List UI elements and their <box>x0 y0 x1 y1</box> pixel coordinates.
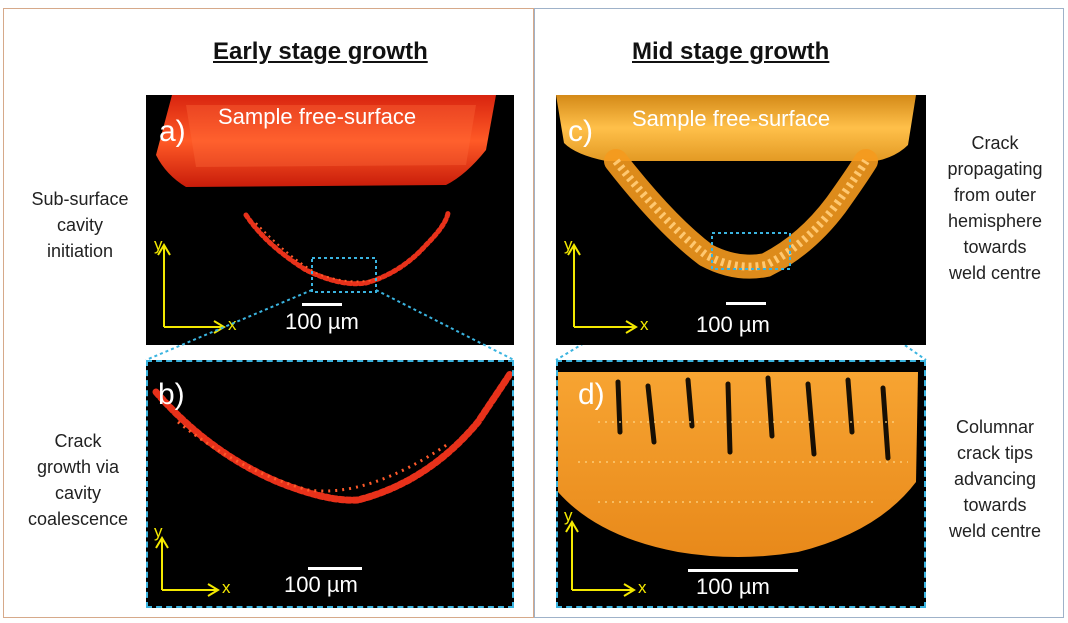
label-line: advancing <box>953 469 1037 489</box>
label-line: coalescence <box>27 509 129 529</box>
y-axis-label: y <box>154 235 163 254</box>
zoom-region-box <box>311 257 377 293</box>
label-line: weld centre <box>948 263 1042 283</box>
panel-d-graphic <box>558 372 918 597</box>
y-axis-label: y <box>564 235 573 254</box>
y-axis-label: y <box>154 522 163 541</box>
panel-a-image: Sample free-surface a) 100 µm y x <box>146 95 514 345</box>
label-crack-growth-coalescence: Crack growth via cavity coalescence <box>16 428 140 532</box>
columnar-tips <box>615 375 891 461</box>
label-line: cavity <box>54 483 101 503</box>
y-axis-label: y <box>564 506 573 525</box>
scale-bar <box>726 302 766 305</box>
label-line: crack tips <box>956 443 1034 463</box>
label-line: Sub-surface <box>31 189 129 209</box>
scale-bar-label: 100 µm <box>284 572 358 597</box>
panel-a-graphic <box>156 95 496 334</box>
scale-bar <box>308 567 362 570</box>
x-axis-label: x <box>638 578 647 597</box>
mid-stage-frame <box>534 8 1064 618</box>
label-line: Crack <box>971 133 1019 153</box>
label-line: Columnar <box>955 417 1035 437</box>
panel-b-graphic <box>152 370 512 597</box>
panel-c-letter: c) <box>568 115 593 148</box>
label-line: growth via <box>36 457 120 477</box>
panel-d-image: d) 100 µm y x <box>556 360 926 608</box>
free-surface-slab <box>156 95 496 187</box>
scale-bar <box>302 303 342 306</box>
scale-bar-label: 100 µm <box>696 574 770 599</box>
x-axis-label: x <box>640 315 649 334</box>
panel-d-letter: d) <box>578 378 605 411</box>
early-stage-heading: Early stage growth <box>213 38 428 65</box>
label-line: initiation <box>46 241 114 261</box>
free-surface-slab <box>556 95 916 161</box>
scale-bar <box>688 569 798 572</box>
free-surface-label: Sample free-surface <box>632 106 831 131</box>
early-stage-frame <box>3 8 534 618</box>
scale-bar-label: 100 µm <box>696 312 770 337</box>
columnar-crack-mass <box>558 372 918 557</box>
label-crack-propagating: Crack propagating from outer hemisphere … <box>930 130 1060 286</box>
coalescing-crack <box>152 370 512 504</box>
mid-stage-heading: Mid stage growth <box>632 38 830 65</box>
label-line: Crack <box>54 431 102 451</box>
label-line: cavity <box>56 215 103 235</box>
panel-b-letter: b) <box>158 378 185 411</box>
label-line: towards <box>963 495 1027 515</box>
cavity-arc <box>243 210 451 287</box>
x-axis-label: x <box>222 578 231 597</box>
label-columnar-crack-tips: Columnar crack tips advancing towards we… <box>930 414 1060 544</box>
panel-b-image: b) 100 µm y x <box>146 360 514 608</box>
free-surface-label: Sample free-surface <box>218 104 417 129</box>
label-line: weld centre <box>948 521 1042 541</box>
label-line: towards <box>963 237 1027 257</box>
panel-a-letter: a) <box>159 115 186 148</box>
label-line: from outer <box>953 185 1037 205</box>
zoom-region-box <box>711 232 791 270</box>
label-line: hemisphere <box>947 211 1043 231</box>
panel-c-image: Sample free-surface c) 100 µm y x <box>556 95 926 345</box>
label-subsurface-cavity: Sub-surface cavity initiation <box>18 186 142 264</box>
scale-bar-label: 100 µm <box>285 309 359 334</box>
label-line: propagating <box>947 159 1043 179</box>
panel-c-graphic <box>556 95 916 334</box>
